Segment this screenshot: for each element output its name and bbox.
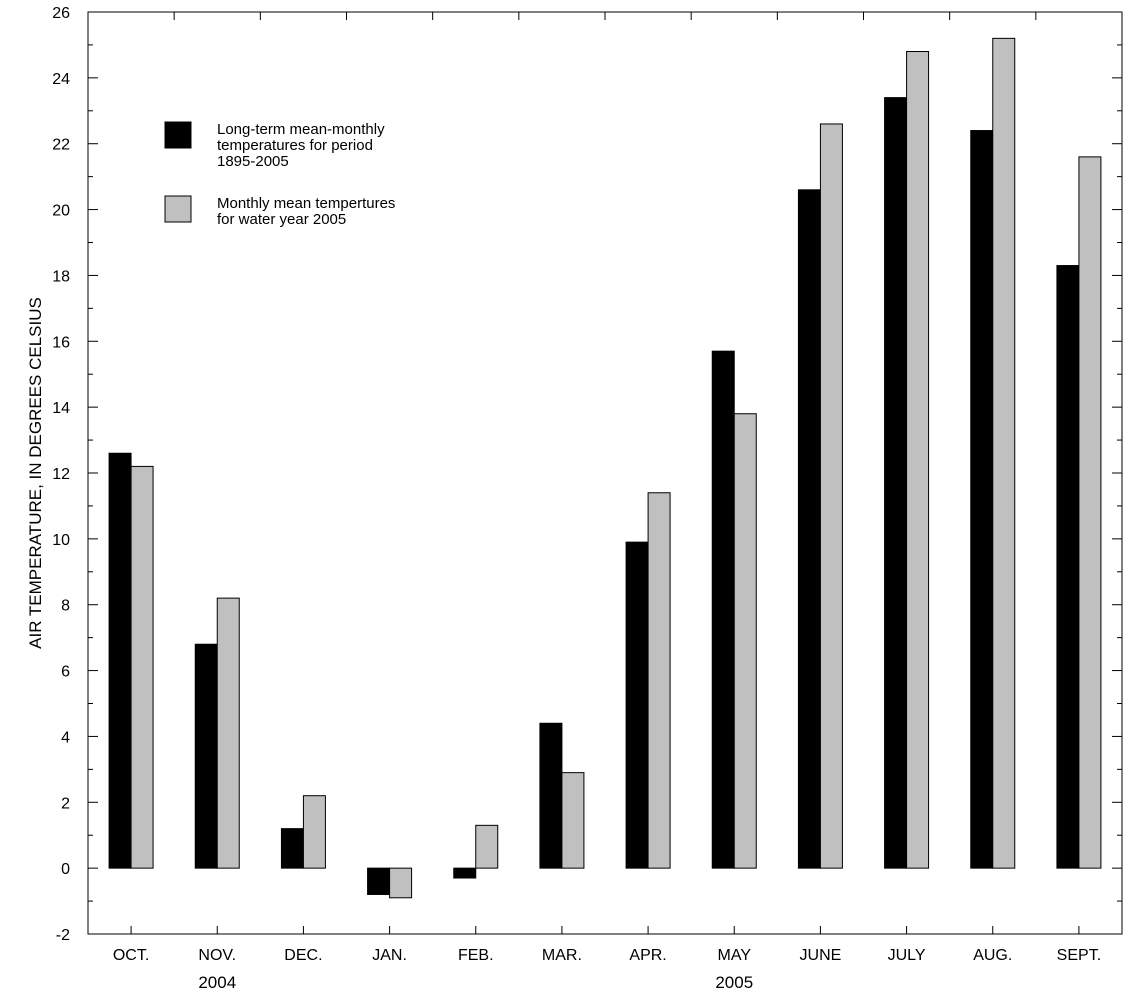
legend-label: Monthly mean tempertures [217,195,395,212]
bar-long-term [797,189,821,869]
bar-water-year [733,413,757,869]
bar-long-term [453,867,477,879]
y-tick-label: 6 [61,664,70,681]
y-tick-label: 12 [52,466,70,483]
bar-water-year [389,867,413,899]
year-label: 2004 [198,973,236,992]
x-tick-label: FEB. [458,947,494,964]
bar-long-term [970,130,994,869]
bar-long-term [367,867,391,895]
y-tick-label: 16 [52,334,70,351]
y-tick-label: 4 [61,729,70,746]
bars [108,37,1102,899]
x-tick-label: SEPT. [1057,947,1101,964]
bar-long-term [108,452,132,869]
x-tick-label: APR. [629,947,666,964]
legend-swatch [164,195,192,223]
bar-water-year [302,795,326,869]
axis-ticks [88,11,1123,935]
legend-label: 1895-2005 [217,153,289,170]
bar-water-year [475,824,499,869]
y-tick-label: 18 [52,268,70,285]
y-tick-label: 20 [52,203,70,220]
y-tick-label: 22 [52,137,70,154]
bar-long-term [539,722,563,869]
bar-long-term [625,541,649,869]
bar-water-year [819,123,843,869]
bar-water-year [906,51,930,869]
bar-long-term [194,643,218,869]
legend-label: Long-term mean-monthly [217,121,385,138]
bar-water-year [992,37,1016,869]
legend-label: temperatures for period [217,137,373,154]
legend-label: for water year 2005 [217,211,346,228]
y-tick-label: 8 [61,598,70,615]
legend-swatch [164,121,192,149]
x-tick-label: JULY [888,947,926,964]
bar-long-term [1056,265,1080,869]
x-tick-label: JAN. [372,947,407,964]
bar-water-year [561,772,585,869]
x-tick-label: MAR. [542,947,582,964]
x-tick-label: OCT. [113,947,149,964]
bar-water-year [1078,156,1102,869]
x-tick-label: AUG. [973,947,1012,964]
x-tick-label: DEC. [284,947,322,964]
x-tick-label: MAY [718,947,752,964]
bar-water-year [647,492,671,869]
y-tick-label: 14 [52,400,70,417]
y-tick-label: 10 [52,532,70,549]
bar-water-year [130,465,154,869]
y-tick-label: -2 [56,927,70,944]
y-tick-label: 26 [52,5,70,22]
y-tick-label: 0 [61,861,70,878]
x-tick-label: NOV. [198,947,236,964]
year-label: 2005 [715,973,753,992]
y-tick-label: 24 [52,71,70,88]
y-axis-title: AIR TEMPERATURE, IN DEGREES CELSIUS [26,297,45,649]
bar-water-year [216,597,240,869]
x-tick-label: JUNE [800,947,842,964]
bar-long-term [884,97,908,869]
bar-long-term [711,350,735,869]
bar-long-term [280,828,304,869]
y-tick-label: 2 [61,795,70,812]
